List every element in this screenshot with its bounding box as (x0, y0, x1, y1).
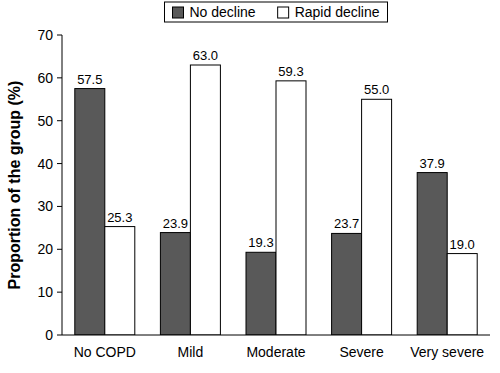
y-tick-label: 0 (45, 327, 53, 343)
legend-swatch (173, 7, 184, 18)
y-tick (57, 35, 62, 36)
y-tick (57, 77, 62, 78)
bar (332, 233, 362, 335)
bar (246, 252, 276, 335)
legend-label: No decline (190, 4, 256, 20)
bars (75, 65, 477, 335)
y-axis-line (62, 35, 63, 335)
data-label: 23.7 (334, 216, 359, 231)
data-label: 37.9 (420, 156, 445, 171)
legend-swatch (278, 7, 289, 18)
x-tick-label: Severe (339, 344, 384, 360)
y-tick (57, 163, 62, 164)
x-tick-label: No COPD (74, 344, 136, 360)
bar (105, 227, 135, 335)
y-axis-label: Proportion of the group (%) (6, 81, 23, 290)
bar (417, 173, 447, 335)
y-tick-label: 10 (37, 284, 53, 300)
legend-box (165, 2, 388, 22)
y-tick (57, 206, 62, 207)
y-tick-label: 50 (37, 113, 53, 129)
bar (75, 89, 105, 335)
data-label: 19.3 (248, 235, 273, 250)
x-tick-label: Very severe (410, 344, 484, 360)
data-label: 63.0 (193, 48, 218, 63)
y-tick (57, 120, 62, 121)
data-label: 59.3 (278, 64, 303, 79)
y-tick-label: 70 (37, 27, 53, 43)
data-label: 19.0 (450, 237, 475, 252)
y-tick (57, 249, 62, 250)
legend: No decline Rapid decline (165, 2, 388, 22)
y-tick-label: 30 (37, 198, 53, 214)
x-axis-line (62, 335, 490, 336)
legend-label: Rapid decline (295, 4, 380, 20)
bar (190, 65, 220, 335)
data-label: 55.0 (364, 82, 389, 97)
bar (160, 233, 190, 335)
y-tick (57, 292, 62, 293)
y-tick (57, 335, 62, 336)
data-label: 57.5 (77, 72, 102, 87)
y-tick-label: 60 (37, 70, 53, 86)
y-tick-label: 20 (37, 241, 53, 257)
y-tick-label: 40 (37, 156, 53, 172)
bar (276, 81, 306, 335)
x-tick-label: Moderate (246, 344, 305, 360)
data-labels: 57.5 23.9 19.3 23.7 37.9 25.3 63.0 59.3 55.0 19.0 (77, 48, 475, 252)
chart-svg: 57.5 23.9 19.3 23.7 37.9 25.3 63.0 59.3 55.0 19.0… (0, 0, 500, 373)
data-label: 23.9 (163, 216, 188, 231)
bar (447, 254, 477, 335)
data-label: 25.3 (107, 210, 132, 225)
chart-container: 57.5 23.9 19.3 23.7 37.9 25.3 63.0 59.3 55.0 19.0… (0, 0, 500, 373)
bar (362, 99, 392, 335)
x-tick-label: Mild (178, 344, 204, 360)
